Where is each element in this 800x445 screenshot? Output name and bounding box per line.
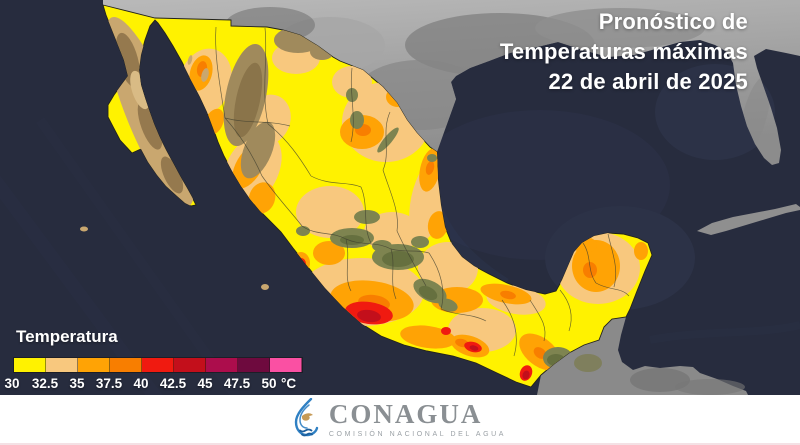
- water-drop-icon: [294, 398, 319, 437]
- legend-swatch: [142, 358, 174, 372]
- legend-unit: °C: [281, 376, 297, 391]
- legend-tick: 50: [261, 376, 277, 391]
- conagua-logo: CONAGUA COMISIÓN NACIONAL DEL AGUA: [294, 398, 506, 440]
- eagle-icon: [301, 413, 313, 421]
- legend-colorbar: [13, 357, 303, 373]
- legend-swatch: [174, 358, 206, 372]
- temperature-overlay: [105, 17, 648, 381]
- legend-tick: 30: [4, 376, 20, 391]
- legend-tick: 35: [69, 376, 85, 391]
- legend-swatch: [110, 358, 142, 372]
- legend-swatch: [206, 358, 238, 372]
- title-line-2: Temperaturas máximas: [499, 39, 748, 64]
- legend-tick: 42.5: [159, 376, 187, 391]
- legend-swatch: [14, 358, 46, 372]
- legend-swatch: [78, 358, 110, 372]
- temperature-legend: Temperatura 30 32.5 35 37.5 40 42.5 45 4…: [4, 327, 343, 394]
- legend-ticks: 30 32.5 35 37.5 40 42.5 45 47.5 50 °C: [4, 376, 343, 394]
- conagua-wordmark: CONAGUA: [328, 398, 483, 429]
- islands: [80, 55, 269, 290]
- conagua-logo-text: CONAGUA COMISIÓN NACIONAL DEL AGUA: [328, 398, 507, 438]
- legend-tick: 40: [133, 376, 149, 391]
- title-line-3: 22 de abril de 2025: [548, 69, 748, 94]
- title-line-1: Pronóstico de: [598, 9, 748, 34]
- legend-tick: 37.5: [95, 376, 123, 391]
- legend-swatch: [46, 358, 78, 372]
- central-america-landmass: [537, 317, 748, 395]
- state-borders: [215, 26, 630, 357]
- mexico-temperature-map: [80, 0, 800, 395]
- legend-tick: 45: [197, 376, 213, 391]
- cuba-island: [697, 204, 800, 235]
- map-title: Pronóstico de Temperaturas máximas 22 de…: [500, 7, 748, 97]
- legend-tick: 32.5: [31, 376, 59, 391]
- waves-icon: [299, 428, 313, 437]
- legend-title: Temperatura: [16, 327, 118, 346]
- conagua-subtitle: COMISIÓN NACIONAL DEL AGUA: [328, 430, 507, 438]
- footer-bar: CONAGUA COMISIÓN NACIONAL DEL AGUA: [0, 395, 800, 445]
- legend-swatch: [270, 358, 302, 372]
- zone-42-45: [357, 309, 530, 380]
- legend-tick: 47.5: [223, 376, 251, 391]
- legend-swatch: [238, 358, 270, 372]
